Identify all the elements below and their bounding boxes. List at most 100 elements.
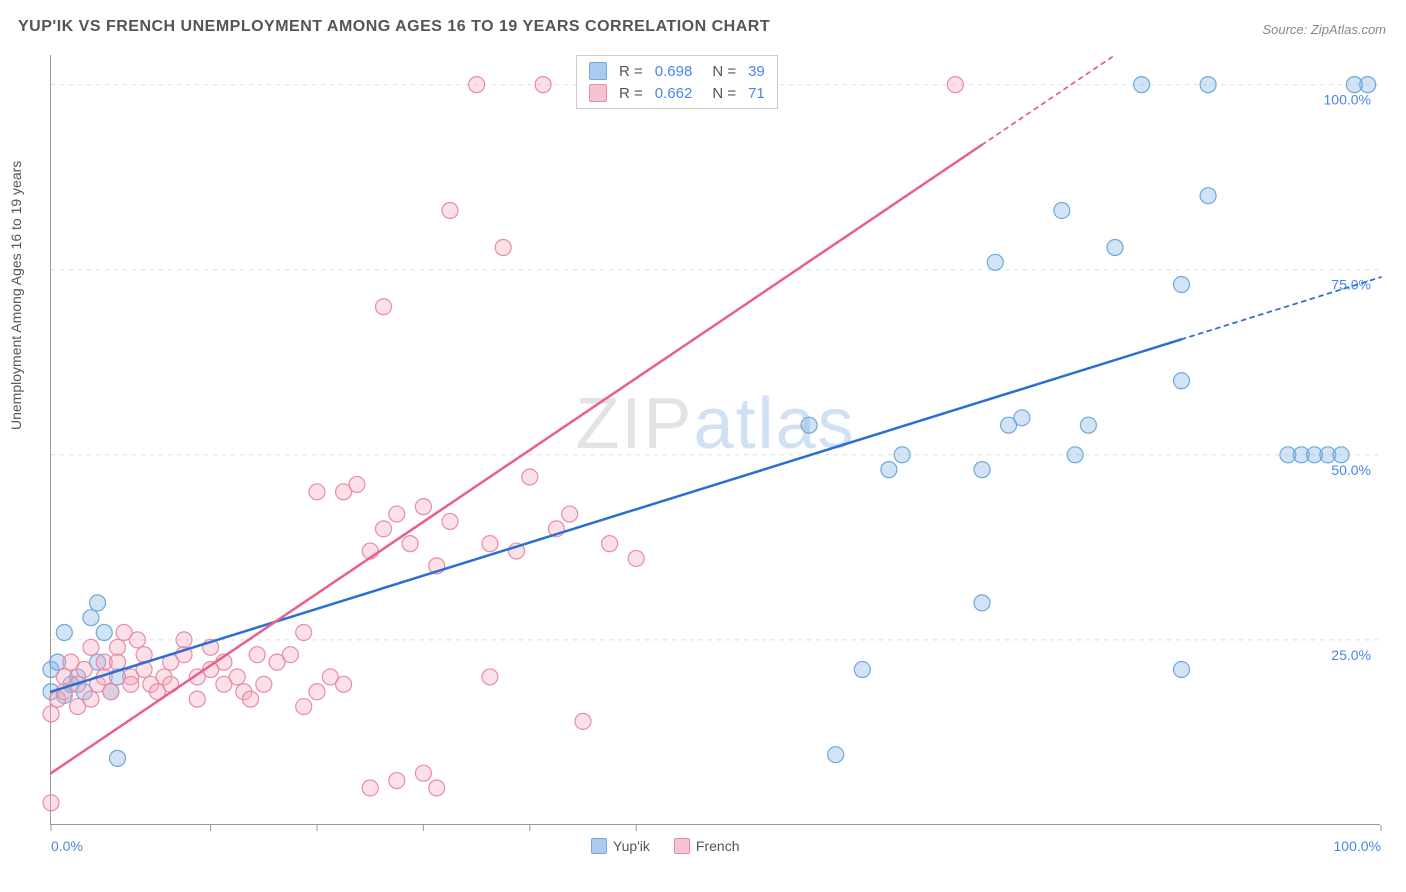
data-point: [349, 476, 365, 492]
chart-title: YUP'IK VS FRENCH UNEMPLOYMENT AMONG AGES…: [18, 18, 770, 36]
data-point: [402, 536, 418, 552]
data-point: [535, 77, 551, 93]
legend-label: Yup'ik: [613, 838, 650, 854]
y-tick-label: 50.0%: [1331, 462, 1371, 478]
legend-n-label: N =: [712, 85, 736, 102]
data-point: [83, 639, 99, 655]
plot-area: ZIPatlas 25.0%50.0%75.0%100.0%0.0%100.0%…: [50, 55, 1380, 825]
y-axis-label: Unemployment Among Ages 16 to 19 years: [8, 161, 24, 430]
data-point: [469, 77, 485, 93]
data-point: [482, 669, 498, 685]
series-legend: Yup'ik French: [591, 838, 740, 854]
data-point: [110, 654, 126, 670]
legend-n-label: N =: [712, 63, 736, 80]
data-point: [1134, 77, 1150, 93]
legend-r-label: R =: [619, 85, 643, 102]
data-point: [482, 536, 498, 552]
data-point: [309, 684, 325, 700]
data-point: [894, 447, 910, 463]
data-point: [415, 499, 431, 515]
legend-r-value: 0.662: [655, 85, 693, 102]
data-point: [442, 513, 458, 529]
data-point: [90, 595, 106, 611]
data-point: [415, 765, 431, 781]
data-point: [83, 610, 99, 626]
data-point: [243, 691, 259, 707]
plot-svg: 25.0%50.0%75.0%100.0%0.0%100.0%: [51, 55, 1380, 824]
data-point: [336, 676, 352, 692]
data-point: [309, 484, 325, 500]
source-attribution: Source: ZipAtlas.com: [1262, 22, 1386, 37]
legend-row: R = 0.662 N = 71: [589, 82, 765, 104]
data-point: [110, 639, 126, 655]
data-point: [442, 202, 458, 218]
data-point: [1174, 373, 1190, 389]
data-point: [296, 625, 312, 641]
data-point: [562, 506, 578, 522]
data-point: [1107, 240, 1123, 256]
data-point: [389, 773, 405, 789]
y-tick-label: 100.0%: [1324, 92, 1371, 108]
data-point: [103, 684, 119, 700]
data-point: [801, 417, 817, 433]
legend-swatch: [589, 62, 607, 80]
chart-container: YUP'IK VS FRENCH UNEMPLOYMENT AMONG AGES…: [0, 0, 1406, 892]
data-point: [1080, 417, 1096, 433]
data-point: [828, 747, 844, 763]
data-point: [947, 77, 963, 93]
data-point: [110, 750, 126, 766]
data-point: [1174, 277, 1190, 293]
data-point: [1174, 662, 1190, 678]
data-point: [974, 462, 990, 478]
data-point: [429, 780, 445, 796]
data-point: [881, 462, 897, 478]
data-point: [1360, 77, 1376, 93]
data-point: [296, 699, 312, 715]
legend-swatch: [591, 838, 607, 854]
legend-swatch: [674, 838, 690, 854]
data-point: [1054, 202, 1070, 218]
data-point: [987, 254, 1003, 270]
data-point: [189, 691, 205, 707]
x-tick-label: 100.0%: [1334, 838, 1381, 854]
data-point: [56, 625, 72, 641]
legend-r-value: 0.698: [655, 63, 693, 80]
legend-n-value: 39: [748, 63, 765, 80]
data-point: [1067, 447, 1083, 463]
data-point: [123, 676, 139, 692]
x-tick-label: 0.0%: [51, 838, 83, 854]
data-point: [575, 713, 591, 729]
legend-r-label: R =: [619, 63, 643, 80]
correlation-legend: R = 0.698 N = 39 R = 0.662 N = 71: [576, 55, 778, 109]
data-point: [628, 550, 644, 566]
legend-row: R = 0.698 N = 39: [589, 60, 765, 82]
data-point: [249, 647, 265, 663]
data-point: [1014, 410, 1030, 426]
data-point: [522, 469, 538, 485]
data-point: [76, 662, 92, 678]
legend-n-value: 71: [748, 85, 765, 102]
data-point: [362, 780, 378, 796]
data-point: [129, 632, 145, 648]
data-point: [376, 521, 392, 537]
data-point: [602, 536, 618, 552]
data-point: [282, 647, 298, 663]
legend-label: French: [696, 838, 740, 854]
data-point: [83, 691, 99, 707]
data-point: [256, 676, 272, 692]
data-point: [389, 506, 405, 522]
data-point: [96, 625, 112, 641]
data-point: [229, 669, 245, 685]
legend-swatch: [589, 84, 607, 102]
y-tick-label: 25.0%: [1331, 647, 1371, 663]
data-point: [176, 632, 192, 648]
data-point: [495, 240, 511, 256]
legend-item: Yup'ik: [591, 838, 650, 854]
data-point: [1200, 188, 1216, 204]
data-point: [854, 662, 870, 678]
data-point: [974, 595, 990, 611]
data-point: [1200, 77, 1216, 93]
data-point: [43, 706, 59, 722]
data-point: [43, 795, 59, 811]
legend-item: French: [674, 838, 740, 854]
